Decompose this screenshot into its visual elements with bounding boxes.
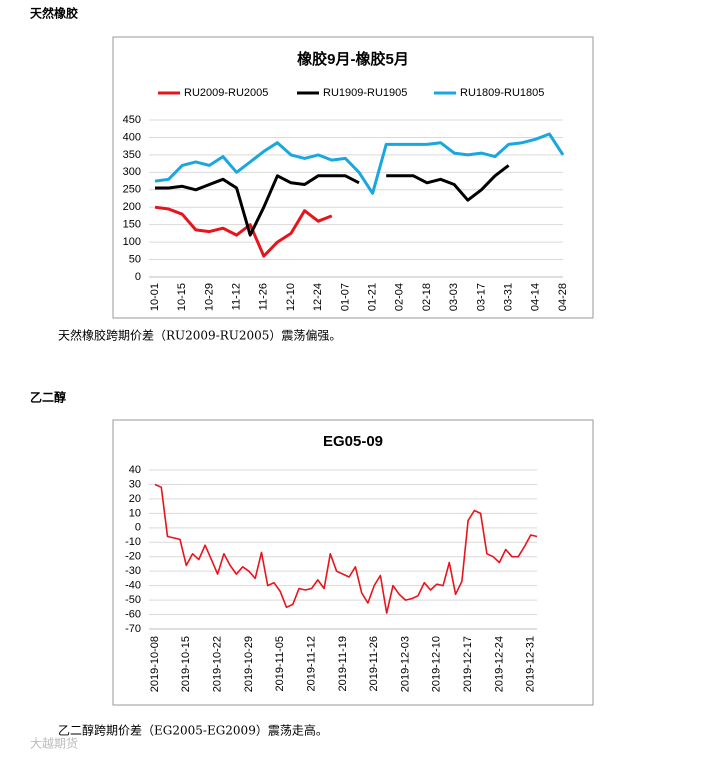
x-tick-label: 2019-12-10 (431, 636, 443, 692)
x-tick-label: 2019-10-29 (243, 636, 255, 692)
x-tick-label: 12-10 (285, 283, 297, 311)
section-heading: 乙二醇 (30, 390, 66, 405)
chart-title: EG05-09 (323, 433, 383, 450)
y-tick-label: -30 (125, 565, 141, 577)
x-tick-label: 2019-12-31 (525, 636, 537, 692)
y-tick-label: 350 (123, 149, 141, 161)
x-tick-label: 04-28 (557, 283, 569, 311)
x-tick-label: 03-03 (448, 283, 460, 311)
x-tick-label: 2019-12-03 (399, 636, 411, 692)
x-tick-label: 2019-11-12 (305, 636, 317, 691)
y-tick-label: 0 (135, 271, 141, 283)
x-tick-label: 2019-11-05 (274, 636, 286, 691)
x-tick-label: 10-29 (203, 283, 215, 311)
x-tick-label: 10-15 (176, 283, 188, 311)
legend-label: RU1809-RU1805 (460, 87, 544, 99)
x-tick-label: 2019-10-08 (149, 636, 161, 692)
x-tick-label: 03-17 (475, 283, 487, 311)
y-tick-label: -40 (125, 580, 141, 592)
series-line (154, 132, 565, 195)
x-tick-label: 2019-10-22 (212, 636, 224, 692)
watermark: 大越期货 (30, 736, 78, 751)
y-tick-label: 200 (123, 201, 141, 213)
y-tick-label: -50 (125, 594, 141, 606)
y-tick-label: 400 (123, 131, 141, 143)
section-heading: 天然橡胶 (30, 6, 78, 21)
y-tick-label: 20 (129, 493, 141, 505)
legend-label: RU2009-RU2005 (184, 87, 268, 99)
series-line (154, 483, 538, 614)
x-tick-label: 03-31 (503, 283, 515, 311)
x-tick-label: 2019-11-26 (368, 636, 380, 691)
x-tick-label: 2019-12-24 (493, 636, 505, 692)
y-tick-label: -10 (125, 536, 141, 548)
y-tick-label: -70 (125, 623, 141, 635)
x-tick-label: 12-24 (312, 283, 324, 311)
x-tick-label: 01-21 (367, 283, 379, 311)
y-tick-label: 150 (123, 219, 141, 231)
y-tick-label: -60 (125, 608, 141, 620)
x-tick-label: 02-04 (394, 283, 406, 311)
series-line (155, 164, 510, 237)
x-tick-label: 2019-11-19 (337, 636, 349, 691)
chart-frame (112, 419, 594, 706)
y-tick-label: 30 (129, 478, 141, 490)
x-tick-label: 01-07 (339, 283, 351, 311)
y-tick-label: 100 (123, 236, 141, 248)
y-tick-label: -20 (125, 551, 141, 563)
y-tick-label: 300 (123, 166, 141, 178)
y-tick-label: 10 (129, 507, 141, 519)
caption: 乙二醇跨期价差（EG2005-EG2009）震荡走高。 (58, 723, 328, 738)
y-tick-label: 0 (135, 522, 141, 534)
series-line (154, 205, 333, 258)
chart-title: 橡胶9月-橡胶5月 (297, 50, 409, 68)
x-tick-label: 11-12 (231, 283, 243, 310)
x-tick-label: 04-14 (530, 283, 542, 311)
x-tick-label: 02-18 (421, 283, 433, 311)
x-tick-label: 11-26 (258, 283, 270, 310)
chart-frame (112, 36, 594, 319)
y-tick-label: 450 (123, 114, 141, 126)
caption: 天然橡胶跨期价差（RU2009-RU2005）震荡偏强。 (58, 328, 341, 343)
y-tick-label: 250 (123, 184, 141, 196)
y-tick-label: 40 (129, 464, 141, 476)
legend-label: RU1909-RU1905 (323, 87, 407, 99)
x-tick-label: 10-01 (149, 283, 161, 311)
x-tick-label: 2019-12-17 (462, 636, 474, 692)
y-tick-label: 50 (129, 253, 141, 265)
x-tick-label: 2019-10-15 (180, 636, 192, 692)
